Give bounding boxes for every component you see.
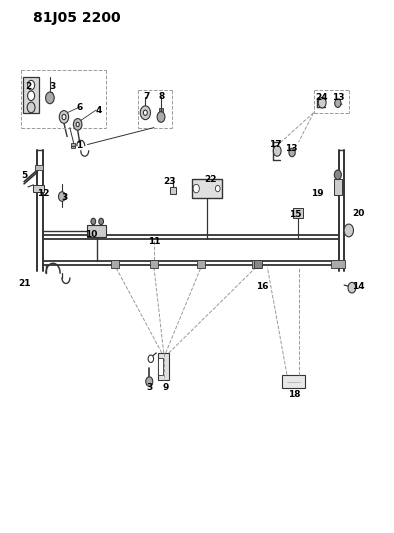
Bar xyxy=(150,260,158,268)
Bar xyxy=(111,260,119,268)
Bar xyxy=(158,353,169,381)
Text: 17: 17 xyxy=(269,140,282,149)
Text: 18: 18 xyxy=(288,390,300,399)
Text: 8: 8 xyxy=(159,92,165,101)
Circle shape xyxy=(335,170,341,180)
Text: 16: 16 xyxy=(256,282,269,291)
Bar xyxy=(169,187,176,195)
Text: 14: 14 xyxy=(352,282,364,291)
Bar xyxy=(159,109,164,114)
Circle shape xyxy=(28,91,35,101)
Bar xyxy=(35,165,43,170)
Circle shape xyxy=(344,224,353,237)
Circle shape xyxy=(146,377,153,386)
Bar xyxy=(197,260,205,268)
Bar xyxy=(33,185,44,192)
Text: 81J05 2200: 81J05 2200 xyxy=(33,11,120,26)
Circle shape xyxy=(73,118,82,130)
Text: 24: 24 xyxy=(315,93,328,102)
Circle shape xyxy=(99,218,104,224)
Circle shape xyxy=(76,122,79,126)
Text: 19: 19 xyxy=(311,189,324,198)
Text: 3: 3 xyxy=(146,383,152,392)
Circle shape xyxy=(148,355,154,362)
Circle shape xyxy=(27,102,35,113)
Circle shape xyxy=(273,146,281,156)
Circle shape xyxy=(46,92,54,104)
Text: 11: 11 xyxy=(148,237,160,246)
Text: 22: 22 xyxy=(204,174,217,183)
Circle shape xyxy=(140,106,151,119)
Text: 13: 13 xyxy=(333,93,345,102)
Text: 10: 10 xyxy=(85,230,98,239)
Text: 7: 7 xyxy=(143,92,149,101)
Circle shape xyxy=(28,80,35,90)
Circle shape xyxy=(62,114,66,119)
Bar xyxy=(158,358,163,375)
Bar xyxy=(252,260,260,268)
Bar xyxy=(293,208,303,217)
Text: 13: 13 xyxy=(285,144,298,154)
Bar xyxy=(282,375,305,389)
Circle shape xyxy=(289,148,295,157)
Circle shape xyxy=(91,218,96,224)
Bar xyxy=(71,143,75,148)
Text: 12: 12 xyxy=(37,189,50,198)
Bar xyxy=(87,224,106,237)
Text: 15: 15 xyxy=(289,210,302,219)
Text: 21: 21 xyxy=(18,279,30,288)
Circle shape xyxy=(335,99,341,108)
Circle shape xyxy=(216,185,220,192)
Circle shape xyxy=(157,112,165,122)
Text: 3: 3 xyxy=(61,193,68,202)
Bar xyxy=(331,260,345,268)
Text: 5: 5 xyxy=(21,171,27,180)
Bar xyxy=(254,260,262,268)
Text: 4: 4 xyxy=(95,106,102,115)
Bar xyxy=(334,179,342,195)
Circle shape xyxy=(318,98,326,108)
Text: 23: 23 xyxy=(164,177,176,186)
Text: 20: 20 xyxy=(352,209,364,218)
Text: 6: 6 xyxy=(76,103,83,112)
Bar xyxy=(23,77,39,113)
Text: 2: 2 xyxy=(25,82,31,91)
Circle shape xyxy=(193,184,199,193)
Circle shape xyxy=(143,110,147,115)
Circle shape xyxy=(59,111,69,123)
Circle shape xyxy=(58,192,65,201)
Bar xyxy=(48,92,52,97)
Bar xyxy=(192,179,222,198)
Text: 1: 1 xyxy=(76,141,82,150)
Text: 3: 3 xyxy=(49,82,56,91)
Circle shape xyxy=(348,282,356,293)
Text: 9: 9 xyxy=(162,383,169,392)
